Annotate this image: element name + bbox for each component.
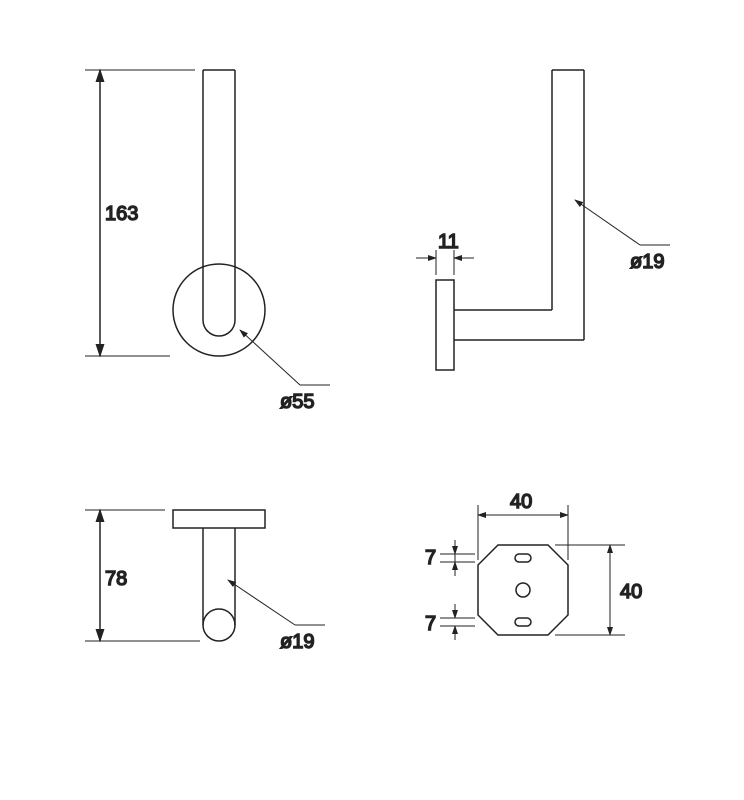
dim-mount-width: 40 — [510, 491, 532, 513]
dim-rod-dia-side: ø19 — [630, 251, 664, 273]
technical-drawing: 163 ø55 11 ø19 — [0, 0, 744, 800]
dim-plate-11: 11 — [438, 231, 459, 253]
dim-mount-height: 40 — [620, 581, 642, 603]
dim-slot1: 7 — [425, 547, 436, 569]
dim-height-163: 163 — [105, 203, 138, 225]
mount-view — [440, 505, 625, 640]
dim-slot2: 7 — [425, 613, 436, 635]
dim-depth-78: 78 — [105, 568, 127, 590]
front-view — [85, 70, 330, 385]
dim-rod-dia-top: ø19 — [280, 631, 314, 653]
side-view — [416, 70, 670, 370]
dim-base-dia: ø55 — [280, 391, 314, 413]
